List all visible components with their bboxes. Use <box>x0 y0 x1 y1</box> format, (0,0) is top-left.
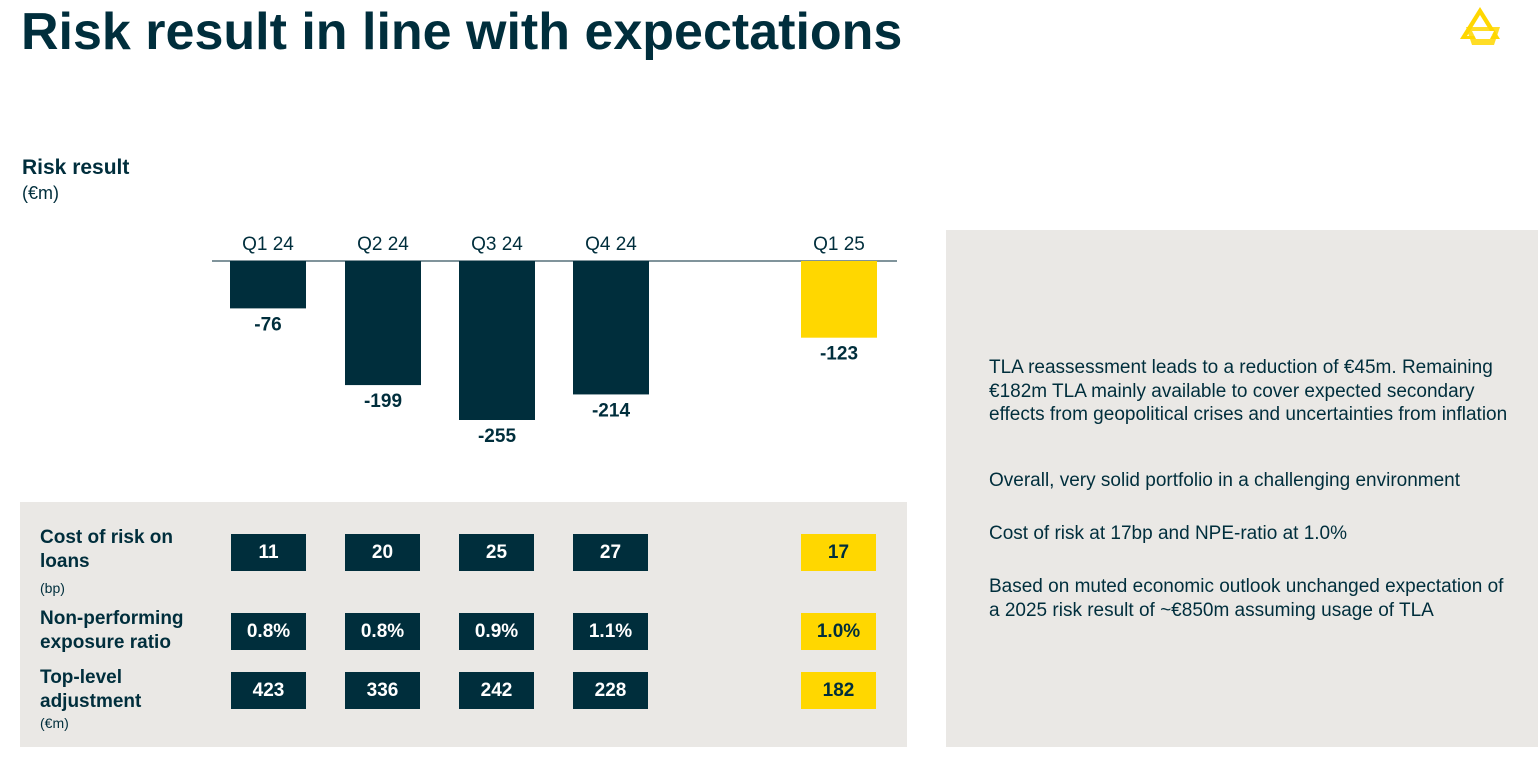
value-label-q1-25: -123 <box>820 344 858 365</box>
bar-q2-24 <box>345 261 421 386</box>
page-title: Risk result in line with expectations <box>21 3 903 61</box>
bar-q4-24 <box>573 261 649 395</box>
row-sub-cost-of-risk: (bp) <box>40 580 65 596</box>
kpi-npe-q4-24: 1.1% <box>573 613 648 650</box>
kpi-tla-q3-24: 242 <box>459 672 534 709</box>
kpi-npe-q2-24: 0.8% <box>345 613 420 650</box>
commentary-bullet-tla: TLA reassessment leads to a reduction of… <box>989 357 1508 425</box>
commentary-bullet-outlook: Based on muted economic outlook unchange… <box>989 576 1504 621</box>
category-label-q3-24: Q3 24 <box>471 234 523 255</box>
category-label-q4-24: Q4 24 <box>585 234 637 255</box>
commentary-panel <box>946 230 1538 747</box>
value-label-q4-24: -214 <box>592 400 630 421</box>
row-label-npe-ratio: Non-performing exposure ratio <box>40 608 184 653</box>
kpi-npe-q1-24: 0.8% <box>231 613 306 650</box>
row-sub-tla: (€m) <box>40 715 69 731</box>
bar-q1-25 <box>801 261 877 338</box>
value-label-q1-24: -76 <box>254 314 281 335</box>
bar-q3-24 <box>459 261 535 420</box>
row-label-tla: Top-level adjustment <box>40 667 142 712</box>
commerzbank-logo-icon <box>1460 7 1500 45</box>
kpi-tla-q2-24: 336 <box>345 672 420 709</box>
kpi-cor-q1-25: 17 <box>801 534 876 571</box>
commentary-bullet-cost-of-risk: Cost of risk at 17bp and NPE-ratio at 1.… <box>989 523 1348 544</box>
chart-title: Risk result <box>22 156 130 179</box>
kpi-npe-q3-24: 0.9% <box>459 613 534 650</box>
value-label-q3-24: -255 <box>478 426 516 447</box>
kpi-cor-q3-24: 25 <box>459 534 534 571</box>
kpi-tla-q1-24: 423 <box>231 672 306 709</box>
value-label-q2-24: -199 <box>364 391 402 412</box>
category-label-q2-24: Q2 24 <box>357 234 409 255</box>
bar-q1-24 <box>230 261 306 309</box>
kpi-npe-q1-25: 1.0% <box>801 613 876 650</box>
chart-unit: (€m) <box>22 183 59 203</box>
kpi-cor-q4-24: 27 <box>573 534 648 571</box>
commentary-bullet-portfolio: Overall, very solid portfolio in a chall… <box>989 470 1461 491</box>
kpi-cor-q2-24: 20 <box>345 534 420 571</box>
kpi-tla-q1-25: 182 <box>801 672 876 709</box>
risk-result-bar-chart: Q1 24 -76 Q2 24 -199 Q3 24 -255 Q4 24 -214 Q1 25… <box>212 234 897 447</box>
kpi-tla-q4-24: 228 <box>573 672 648 709</box>
row-label-cost-of-risk: Cost of risk on loans <box>40 527 174 572</box>
category-label-q1-24: Q1 24 <box>242 234 294 255</box>
category-label-q1-25: Q1 25 <box>813 234 865 255</box>
kpi-cor-q1-24: 11 <box>231 534 306 571</box>
